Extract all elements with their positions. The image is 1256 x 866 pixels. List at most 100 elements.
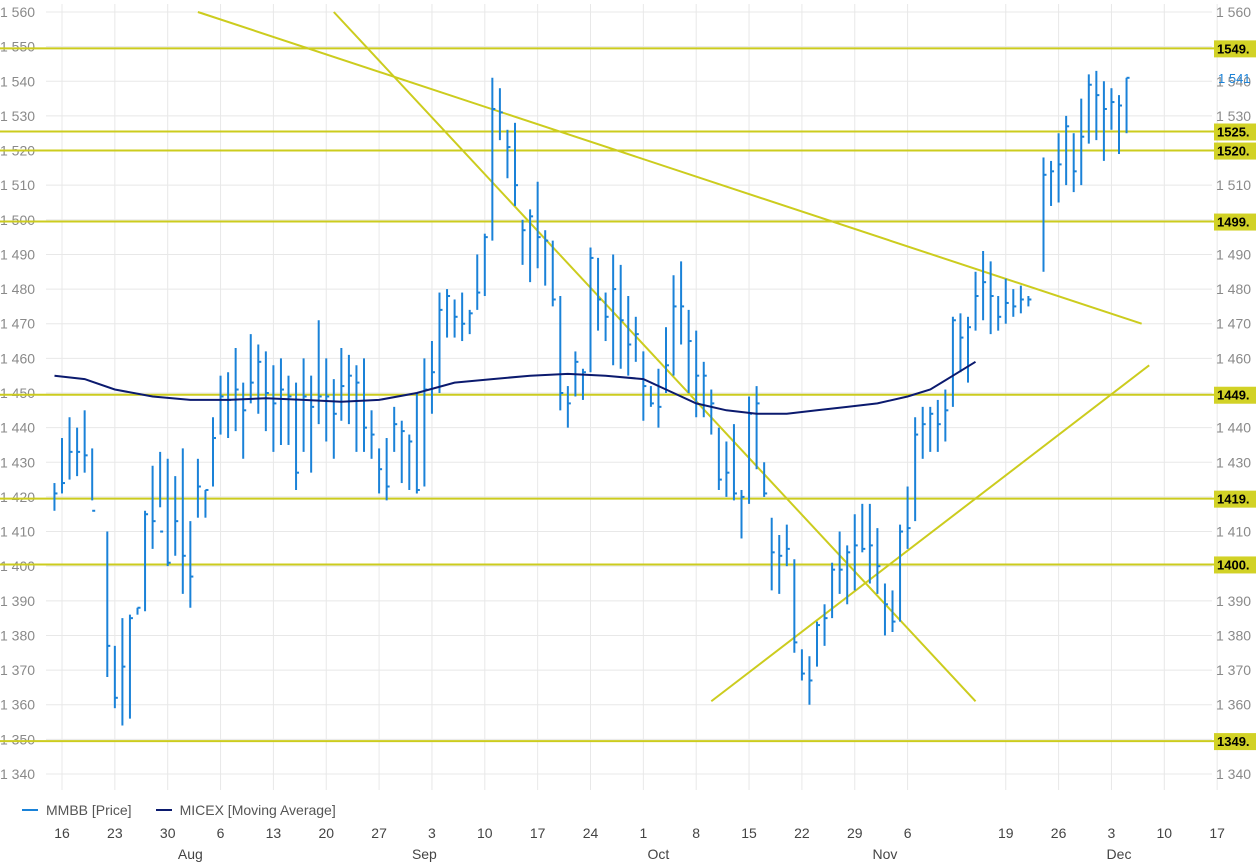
x-tick-label: 27 [371, 825, 387, 841]
level-tag [1214, 733, 1256, 751]
price-bar [1080, 98, 1085, 186]
y-tick-label-left: 1 490 [0, 246, 35, 262]
ma-swatch-icon [155, 809, 172, 811]
price-bar [378, 448, 383, 494]
price-bar [816, 621, 820, 667]
price-bar [257, 344, 262, 414]
price-bar [899, 524, 904, 622]
price-bar [1095, 70, 1100, 141]
price-bar [121, 618, 126, 726]
price-bar [868, 503, 873, 584]
price-bar [725, 441, 730, 497]
price-bar [151, 465, 156, 549]
price-bar [612, 254, 617, 366]
price-bar [234, 347, 239, 432]
price-bar [929, 406, 934, 452]
price-bar [997, 296, 1002, 331]
price-bar [272, 365, 277, 452]
price-bar [589, 247, 594, 373]
price-bar [1072, 133, 1077, 193]
month-label: Aug [178, 846, 203, 862]
price-bar [732, 424, 737, 501]
y-tick-label-left: 1 540 [0, 73, 35, 89]
price-bar [838, 531, 843, 594]
level-tag-label: 1520. [1217, 144, 1250, 159]
price-bar [793, 559, 798, 653]
price-bar [1050, 160, 1055, 206]
level-tag [1214, 142, 1256, 160]
trendline [197, 11, 1142, 325]
price-bar [559, 296, 564, 411]
legend-item-price[interactable]: MMBB [Price] [22, 802, 132, 818]
trendline [333, 11, 977, 702]
trendlines [197, 11, 1150, 703]
price-bar [227, 372, 232, 439]
x-tick-label: 20 [318, 825, 334, 841]
price-bar [385, 438, 390, 501]
x-tick-label: 6 [904, 825, 912, 841]
y-axis-left: 1 340 1 350 1 360 1 370 1 380 1 390 1 400 1 410… [0, 4, 35, 782]
price-bar [1042, 157, 1047, 272]
legend-item-ma[interactable]: MICEX [Moving Average] [155, 802, 336, 818]
price-bar [279, 358, 284, 445]
y-tick-label-right: 1 470 [1216, 316, 1251, 332]
level-tags: 1549. 1525. 1520. 1499. 1449. 1419. 1400. 1349.… [1214, 40, 1256, 751]
level-tag [1214, 40, 1256, 58]
price-bar [883, 583, 888, 636]
x-tick-label: 15 [741, 825, 757, 841]
level-tag-label: 1349. [1217, 734, 1250, 749]
price-bar [951, 316, 956, 407]
price-bar [438, 292, 443, 393]
legend-ma-label: MICEX [Moving Average] [179, 802, 336, 818]
x-tick-label: 19 [998, 825, 1014, 841]
y-tick-label-right: 1 360 [1216, 697, 1251, 713]
x-tick-label: 23 [107, 825, 123, 841]
price-bar [468, 309, 473, 335]
price-bar [770, 517, 775, 591]
y-tick-label-left: 1 470 [0, 316, 35, 332]
y-tick-label-left: 1 390 [0, 593, 35, 609]
price-bar [1019, 285, 1024, 314]
price-bar [800, 649, 805, 681]
level-tag-label: 1499. [1217, 215, 1250, 230]
price-bar [370, 410, 375, 459]
y-tick-label-left: 1 380 [0, 627, 35, 643]
price-bar [219, 375, 224, 435]
price-swatch-icon [22, 809, 38, 811]
y-tick-label-left: 1 420 [0, 489, 35, 505]
price-bar [982, 250, 987, 321]
price-bar [159, 451, 164, 533]
level-tag-label: 1400. [1217, 557, 1250, 572]
price-bar [808, 656, 813, 705]
price-bar [785, 524, 790, 567]
price-bar [959, 313, 964, 373]
price-bar [551, 240, 556, 307]
price-bar [921, 406, 926, 459]
x-tick-label: 22 [794, 825, 810, 841]
y-tick-label-right: 1 560 [1216, 4, 1251, 20]
price-bar [763, 462, 768, 497]
price-bar [914, 417, 919, 522]
price-bar [1118, 95, 1122, 155]
y-tick-label-right: 1 510 [1216, 177, 1251, 193]
x-tick-label: 17 [530, 825, 546, 841]
price-bar [755, 386, 760, 470]
price-bar [619, 264, 624, 369]
price-bar [529, 209, 534, 283]
price-bar [181, 448, 186, 594]
price-bar [430, 341, 435, 414]
price-bar [967, 316, 971, 383]
price-bar [113, 645, 118, 709]
moving-average-line [54, 360, 977, 415]
y-tick-label-left: 1 360 [0, 697, 35, 713]
price-bar [642, 351, 647, 421]
legend-price-label: MMBB [Price] [46, 802, 132, 818]
y-tick-label-left: 1 400 [0, 558, 35, 574]
price-bar [544, 230, 549, 286]
price-bar [453, 299, 458, 338]
price-bar [242, 382, 247, 459]
price-bar [476, 254, 481, 310]
price-series [53, 70, 1130, 726]
y-tick-label-left: 1 350 [0, 731, 35, 747]
